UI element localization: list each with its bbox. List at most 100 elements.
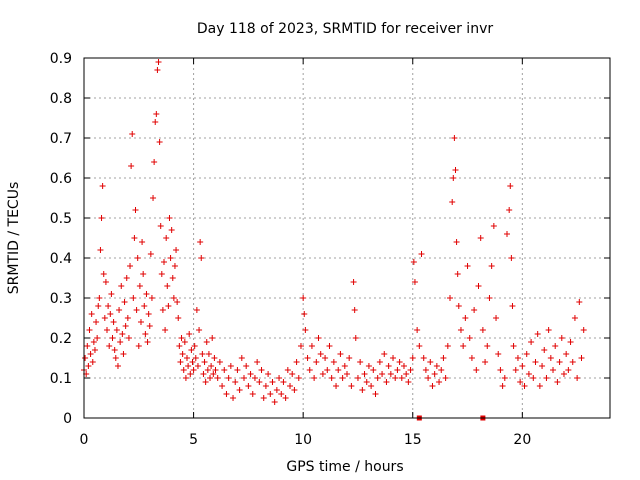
data-point xyxy=(131,235,138,241)
data-point xyxy=(207,375,214,381)
data-point xyxy=(208,363,215,369)
data-point xyxy=(95,303,102,309)
data-point xyxy=(317,351,324,357)
data-point xyxy=(346,355,353,361)
data-point xyxy=(339,375,346,381)
data-point xyxy=(135,343,142,349)
data-point xyxy=(192,355,199,361)
x-axis-label: GPS time / hours xyxy=(286,459,403,475)
data-point xyxy=(190,367,197,373)
data-point xyxy=(175,315,182,321)
data-point xyxy=(497,367,504,373)
data-point xyxy=(454,271,461,277)
data-point xyxy=(556,359,563,365)
data-point xyxy=(173,247,180,253)
data-point xyxy=(188,347,195,353)
data-point xyxy=(254,359,261,365)
data-point xyxy=(499,383,506,389)
data-point xyxy=(125,335,132,341)
data-point xyxy=(94,335,101,341)
data-point xyxy=(357,359,364,365)
data-point xyxy=(450,175,457,181)
data-point xyxy=(370,367,377,373)
data-point xyxy=(455,303,462,309)
data-point xyxy=(501,375,508,381)
data-point xyxy=(164,283,171,289)
data-point xyxy=(144,339,151,345)
data-point xyxy=(107,311,114,317)
data-point xyxy=(381,351,388,357)
y-tick-label: 0.5 xyxy=(50,211,72,227)
data-point xyxy=(530,375,537,381)
data-point xyxy=(363,379,370,385)
data-point xyxy=(514,355,521,361)
data-point xyxy=(552,343,559,349)
data-point xyxy=(512,367,519,373)
data-point xyxy=(179,351,186,357)
data-point xyxy=(394,367,401,373)
data-point xyxy=(351,307,358,313)
data-point xyxy=(219,383,226,389)
data-point xyxy=(133,307,140,313)
grid-layer xyxy=(84,58,610,418)
data-point xyxy=(143,291,150,297)
data-point xyxy=(240,375,247,381)
data-point xyxy=(569,359,576,365)
y-tick-label: 0.2 xyxy=(50,331,72,347)
data-point xyxy=(326,343,333,349)
data-point xyxy=(100,271,107,277)
data-point xyxy=(205,351,212,357)
data-point xyxy=(464,263,471,269)
plot-frame xyxy=(83,57,611,419)
data-point xyxy=(521,383,528,389)
points-layer xyxy=(81,59,587,421)
data-point xyxy=(313,359,320,365)
data-point xyxy=(567,339,574,345)
data-point xyxy=(532,359,539,365)
data-point xyxy=(118,283,125,289)
data-point xyxy=(150,195,157,201)
data-point xyxy=(258,367,265,373)
data-point xyxy=(352,335,359,341)
y-tick-label: 0.4 xyxy=(50,251,72,267)
data-point xyxy=(227,363,234,369)
data-point xyxy=(488,263,495,269)
data-point xyxy=(330,359,337,365)
data-point xyxy=(90,339,97,345)
data-point xyxy=(348,383,355,389)
data-point xyxy=(482,359,489,365)
data-point xyxy=(493,315,500,321)
data-point xyxy=(249,391,256,397)
data-point xyxy=(145,311,152,317)
data-point xyxy=(104,327,111,333)
data-point xyxy=(221,367,228,373)
y-tick-label: 0.6 xyxy=(50,171,72,187)
data-point xyxy=(184,355,191,361)
data-point xyxy=(187,371,194,377)
data-point xyxy=(146,323,153,329)
x-tick-label: 5 xyxy=(189,432,198,448)
y-tick-label: 0.8 xyxy=(50,91,72,107)
data-point xyxy=(230,395,237,401)
data-point xyxy=(438,367,445,373)
data-point xyxy=(185,363,192,369)
data-point xyxy=(86,327,93,333)
data-point xyxy=(574,375,581,381)
x-tick-label: 20 xyxy=(513,432,531,448)
data-point xyxy=(199,351,206,357)
data-point xyxy=(387,371,394,377)
data-point xyxy=(193,307,200,313)
data-point xyxy=(486,295,493,301)
data-point xyxy=(490,223,497,229)
data-point xyxy=(273,387,280,393)
data-point xyxy=(142,331,149,337)
data-point xyxy=(359,387,366,393)
y-tick-label: 0.1 xyxy=(50,371,72,387)
data-point xyxy=(216,359,223,365)
data-point xyxy=(238,355,245,361)
data-point xyxy=(174,299,181,305)
data-point xyxy=(304,355,311,361)
data-point xyxy=(152,119,159,125)
data-point xyxy=(85,363,92,369)
